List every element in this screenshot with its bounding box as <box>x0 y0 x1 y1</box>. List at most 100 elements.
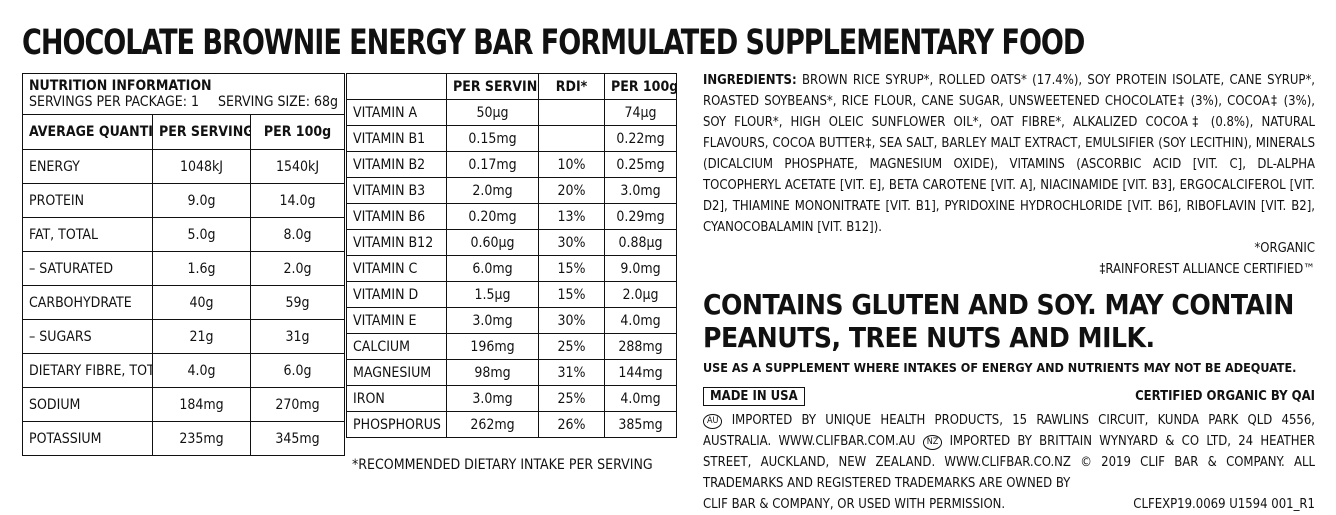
rdi-value: 10% <box>538 151 605 178</box>
product-code: CLFEXP19.0069 U1594 001_R1 <box>1133 497 1315 512</box>
vitamin-column-headers: PER SERVING RDI* PER 100g <box>346 73 677 100</box>
vitamin-name: VITAMIN B3 <box>346 177 447 204</box>
servings-per-package: SERVINGS PER PACKAGE: 1 <box>29 94 199 110</box>
nutrition-info-header: NUTRITION INFORMATION SERVINGS PER PACKA… <box>21 73 346 115</box>
nutrient-name: DIETARY FIBRE, TOTAL <box>22 353 153 388</box>
nutrition-row: PROTEIN 9.0g 14.0g <box>22 183 346 218</box>
nutrition-information-table: NUTRITION INFORMATION SERVINGS PER PACKA… <box>21 73 346 456</box>
vitamin-row: VITAMIN E 3.0mg 30% 4.0mg <box>346 307 677 334</box>
vitamin-row: IRON 3.0mg 25% 4.0mg <box>346 385 677 412</box>
rdi-value: 25% <box>538 385 605 412</box>
vitamin-name: MAGNESIUM <box>346 359 447 386</box>
rdi-value: 30% <box>538 229 605 256</box>
per-100g-value: 288mg <box>604 333 677 360</box>
rdi-value: 31% <box>538 359 605 386</box>
nutrition-row: POTASSIUM 235mg 345mg <box>22 421 346 456</box>
per-serving-value: 1048kJ <box>152 149 251 184</box>
rdi-footnote: *RECOMMENDED DIETARY INTAKE PER SERVING <box>352 457 653 473</box>
per-100g-value: 0.88μg <box>604 229 677 256</box>
rdi-value: 15% <box>538 255 605 282</box>
vitamin-row: MAGNESIUM 98mg 31% 144mg <box>346 359 677 386</box>
nutrient-name: ENERGY <box>22 149 153 184</box>
nutrition-row: FAT, TOTAL 5.0g 8.0g <box>22 217 346 252</box>
per-serving-value: 3.0mg <box>446 385 539 412</box>
allergen-statement: CONTAINS GLUTEN AND SOY. MAY CONTAIN PEA… <box>703 288 1294 354</box>
per-100g-value: 9.0mg <box>604 255 677 282</box>
per-serving-value: 9.0g <box>152 183 251 218</box>
column-header: AVERAGE QUANTITY <box>22 114 153 150</box>
nutrient-name: CARBOHYDRATE <box>22 285 153 320</box>
rdi-value <box>538 99 605 126</box>
au-url: WWW.CLIFBAR.COM.AU <box>778 434 916 449</box>
per-100g-value: 0.29mg <box>604 203 677 230</box>
per-100g-value: 1540kJ <box>249 149 346 184</box>
au-badge-icon: AU <box>703 414 723 429</box>
per-100g-value: 8.0g <box>249 217 346 252</box>
vitamin-row: VITAMIN B1 0.15mg 0.22mg <box>346 125 677 152</box>
rdi-value: 13% <box>538 203 605 230</box>
nutrition-row: SODIUM 184mg 270mg <box>22 387 346 422</box>
nutrient-name: – SATURATED <box>22 251 153 286</box>
per-serving-value: 50μg <box>446 99 539 126</box>
vitamin-row: CALCIUM 196mg 25% 288mg <box>346 333 677 360</box>
column-header <box>346 73 447 100</box>
nz-importer: IMPORTED BY BRITTAIN WYNYARD & CO LTD, 2… <box>703 434 1316 470</box>
rdi-value: 25% <box>538 333 605 360</box>
rainforest-note: ‡RAINFOREST ALLIANCE CERTIFIED™ <box>1099 262 1315 277</box>
per-serving-value: 40g <box>152 285 251 320</box>
per-100g-value: 3.0mg <box>604 177 677 204</box>
vitamin-row: VITAMIN B12 0.60μg 30% 0.88μg <box>346 229 677 256</box>
per-serving-value: 1.6g <box>152 251 251 286</box>
ingredients-label: INGREDIENTS: <box>703 73 797 88</box>
au-importer: IMPORTED BY UNIQUE HEALTH PRODUCTS, 15 R… <box>703 413 1315 449</box>
nutrition-row: – SUGARS 21g 31g <box>22 319 346 354</box>
per-100g-value: 14.0g <box>249 183 346 218</box>
per-serving-value: 21g <box>152 319 251 354</box>
rdi-value: 26% <box>538 411 605 438</box>
vitamin-row: VITAMIN B3 2.0mg 20% 3.0mg <box>346 177 677 204</box>
vitamin-row: VITAMIN C 6.0mg 15% 9.0mg <box>346 255 677 282</box>
ingredients-text: BROWN RICE SYRUP*, ROLLED OATS* (17.4%),… <box>703 73 1316 235</box>
per-100g-value: 2.0g <box>249 251 346 286</box>
vitamins-minerals-table: PER SERVING RDI* PER 100g VITAMIN A 50μg 7… <box>346 73 677 438</box>
per-serving-value: 0.60μg <box>446 229 539 256</box>
per-serving-value: 0.17mg <box>446 151 539 178</box>
per-serving-value: 0.15mg <box>446 125 539 152</box>
per-serving-value: 235mg <box>152 421 251 456</box>
per-serving-value: 4.0g <box>152 353 251 388</box>
per-100g-value: 385mg <box>604 411 677 438</box>
organic-note: *ORGANIC <box>1254 241 1315 256</box>
certified-organic: CERTIFIED ORGANIC BY QAI <box>1135 389 1315 404</box>
per-serving-value: 3.0mg <box>446 307 539 334</box>
per-100g-value: 144mg <box>604 359 677 386</box>
product-title: CHOCOLATE BROWNIE ENERGY BAR FORMULATED … <box>22 23 1085 63</box>
nutrient-name: POTASSIUM <box>22 421 153 456</box>
per-serving-value: 0.20mg <box>446 203 539 230</box>
per-100g-value: 4.0mg <box>604 307 677 334</box>
supplement-note: USE AS A SUPPLEMENT WHERE INTAKES OF ENE… <box>703 360 1297 375</box>
vitamin-name: VITAMIN E <box>346 307 447 334</box>
vitamin-row: PHOSPHORUS 262mg 26% 385mg <box>346 411 677 438</box>
nutrition-row: DIETARY FIBRE, TOTAL4.0g6.0g <box>22 353 346 388</box>
column-header: PER 100g <box>604 73 677 100</box>
copyright-continued: CLIF BAR & COMPANY, OR USED WITH PERMISS… <box>703 497 1006 512</box>
ingredients-paragraph: INGREDIENTS: BROWN RICE SYRUP*, ROLLED O… <box>703 70 1315 238</box>
per-100g-value: 2.0μg <box>604 281 677 308</box>
nutrition-column-headers: AVERAGE QUANTITY PER SERVING PER 100g <box>22 114 346 150</box>
per-100g-value: 74μg <box>604 99 677 126</box>
importer-info: AU IMPORTED BY UNIQUE HEALTH PRODUCTS, 1… <box>703 410 1315 494</box>
nutrition-heading: NUTRITION INFORMATION <box>29 78 212 94</box>
nz-badge-icon: NZ <box>922 435 943 450</box>
per-serving-value: 2.0mg <box>446 177 539 204</box>
rdi-value <box>538 125 605 152</box>
made-in-badge: MADE IN USA <box>703 387 805 406</box>
vitamin-name: VITAMIN B2 <box>346 151 447 178</box>
per-serving-value: 5.0g <box>152 217 251 252</box>
vitamin-name: VITAMIN C <box>346 255 447 282</box>
nutrition-row: CARBOHYDRATE 40g 59g <box>22 285 346 320</box>
per-100g-value: 59g <box>249 285 346 320</box>
vitamin-name: VITAMIN A <box>346 99 447 126</box>
column-header: PER SERVING <box>446 73 539 100</box>
nz-url: WWW.CLIFBAR.CO.NZ <box>944 455 1071 470</box>
per-serving-value: 196mg <box>446 333 539 360</box>
